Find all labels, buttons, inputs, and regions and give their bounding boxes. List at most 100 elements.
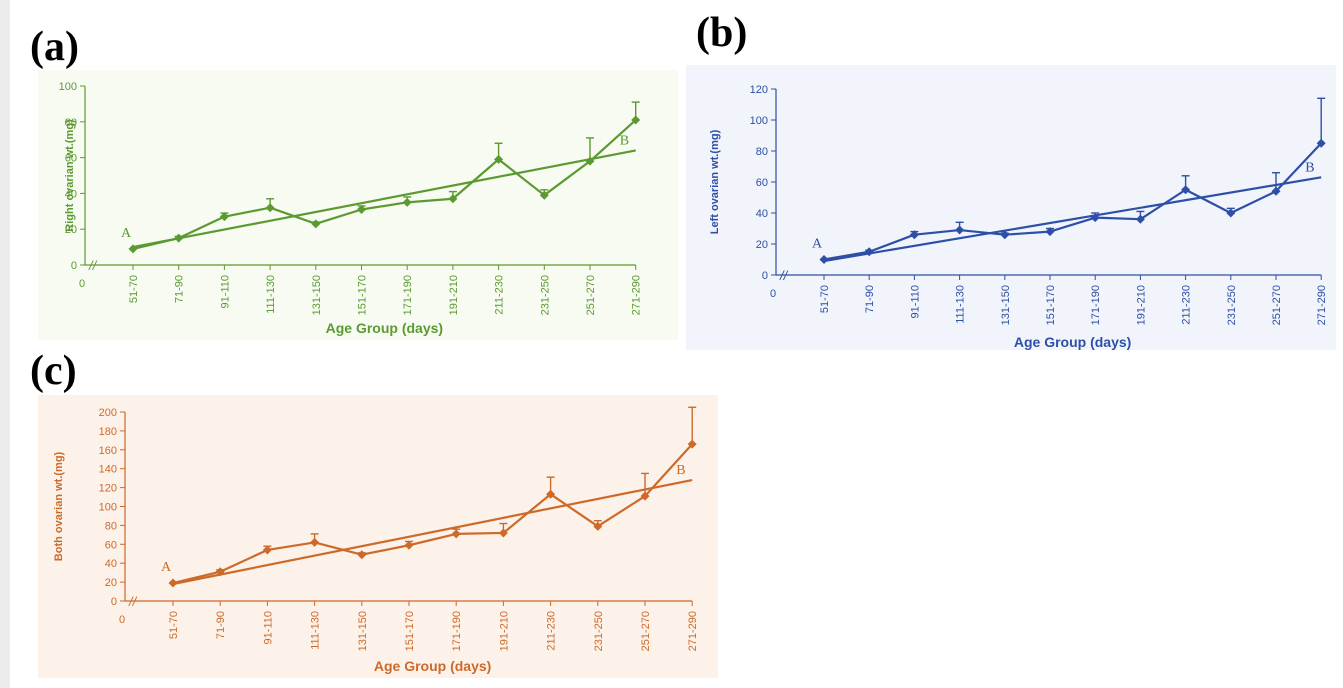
x-tick-label: 131-150 — [1000, 285, 1012, 325]
data-point — [219, 212, 229, 222]
x-tick-label: 211-230 — [1181, 285, 1193, 325]
x-tick-label: 231-250 — [1226, 285, 1238, 325]
data-point — [311, 219, 321, 229]
data-point — [864, 247, 874, 257]
series-line — [132, 119, 637, 250]
trend-line — [132, 149, 636, 249]
data-point — [585, 156, 595, 166]
data-point — [539, 190, 549, 200]
annotation-a: A — [161, 560, 172, 575]
x-tick-label: 91-110 — [219, 275, 231, 308]
y-tick-label: 0 — [71, 260, 77, 272]
data-point — [1271, 186, 1281, 196]
chart-panel-a: 0 20 40 60 80 100 51-70 71-90 91-110 111-130 131-1… — [38, 70, 678, 340]
data-point — [402, 197, 412, 207]
chart-background — [38, 70, 678, 340]
x-tick-label: 211-230 — [494, 275, 506, 315]
annotation-b: B — [676, 463, 685, 478]
y-tick-label: 60 — [65, 153, 77, 165]
x-tick-label: 111-130 — [955, 285, 967, 324]
y-tick-label: 0 — [762, 270, 768, 282]
x-tick-label: 71-90 — [864, 285, 876, 313]
y-tick-label: 200 — [99, 407, 117, 419]
x-tick-label: 91-110 — [262, 611, 274, 644]
y-tick-label: 140 — [99, 464, 117, 476]
y-tick-label: 80 — [756, 146, 768, 158]
x-tick-label: 171-190 — [402, 275, 414, 315]
series-line — [823, 142, 1323, 261]
y-tick-label: 80 — [65, 117, 77, 129]
y-tick-label: 20 — [65, 224, 77, 236]
figure-page: (a) (b) (c) 0 20 40 60 80 100 51-70 71-90 91-110… — [10, 0, 1343, 688]
y-axis-title: Left ovarian wt.(mg) — [709, 129, 721, 234]
data-point — [1090, 213, 1100, 223]
data-point — [640, 491, 650, 501]
data-point — [215, 567, 225, 577]
y-tick-label: 0 — [111, 596, 117, 608]
x-tick-label: 151-170 — [357, 275, 369, 315]
chart-background — [686, 65, 1336, 350]
data-point — [631, 115, 641, 125]
trend-line — [823, 176, 1322, 263]
x-tick-label: 131-150 — [311, 275, 323, 315]
y-tick-label: 120 — [750, 84, 768, 96]
x-tick-label: 51-70 — [168, 611, 180, 639]
x-tick-label: 251-270 — [1271, 285, 1283, 325]
y-axis-title: Both ovarian wt.(mg) — [53, 451, 65, 561]
data-point — [1000, 230, 1010, 240]
data-point — [404, 540, 414, 550]
chart-b: 0 20 40 60 80 100 120 51-70 71-90 91-110 111-130 13… — [686, 65, 1336, 350]
y-tick-label: 40 — [756, 208, 768, 220]
y-tick-label: 160 — [99, 445, 117, 457]
y-tick-label: 100 — [59, 81, 77, 93]
annotation-a: A — [812, 237, 823, 252]
data-point — [546, 489, 556, 499]
series-line — [172, 443, 694, 585]
data-point — [498, 528, 508, 538]
data-point — [357, 205, 366, 215]
x-tick-label: 211-230 — [546, 611, 558, 651]
data-point — [1316, 138, 1326, 148]
annotation-b: B — [620, 133, 629, 148]
y-tick-label: 180 — [99, 426, 117, 438]
axis-break: // — [88, 258, 98, 273]
panel-label-a: (a) — [30, 24, 79, 70]
y-tick-label: 20 — [105, 577, 117, 589]
x-tick-label: 191-210 — [498, 611, 510, 651]
annotation-b: B — [1305, 160, 1314, 175]
data-point — [357, 550, 367, 560]
data-point — [593, 521, 603, 531]
axis-break: // — [128, 594, 138, 609]
data-point — [448, 194, 458, 204]
data-point — [1135, 214, 1145, 224]
x-tick-label: 191-210 — [1135, 285, 1147, 325]
x-origin-label: 0 — [119, 614, 125, 626]
data-point — [310, 537, 320, 547]
data-point — [687, 439, 697, 449]
y-tick-label: 40 — [105, 558, 117, 570]
x-tick-label: 231-250 — [539, 275, 551, 315]
y-tick-label: 60 — [756, 177, 768, 189]
x-tick-label: 51-70 — [128, 275, 140, 303]
x-tick-label: 51-70 — [819, 285, 831, 313]
x-axis-title: Age Group (days) — [374, 658, 491, 674]
y-tick-label: 100 — [750, 115, 768, 127]
data-point — [174, 233, 184, 243]
y-tick-label: 80 — [105, 520, 117, 532]
x-tick-label: 251-270 — [585, 275, 597, 315]
x-tick-label: 111-130 — [265, 275, 277, 314]
data-point — [128, 244, 138, 254]
annotation-a: A — [121, 226, 132, 241]
data-point — [168, 578, 178, 588]
x-tick-label: 111-130 — [310, 611, 322, 650]
chart-panel-c: 0 20 40 60 80 100 120 140 160 180 200 51-70 71-90 91-… — [38, 395, 718, 678]
y-tick-label: 20 — [756, 239, 768, 251]
chart-c: 0 20 40 60 80 100 120 140 160 180 200 51-70 71-90 91-… — [38, 395, 718, 678]
x-tick-label: 151-170 — [404, 611, 416, 651]
data-point — [1226, 208, 1236, 218]
data-point — [1181, 185, 1191, 195]
x-tick-label: 171-190 — [451, 611, 463, 651]
trend-line — [172, 478, 693, 586]
x-tick-label: 71-90 — [215, 611, 227, 639]
y-tick-label: 40 — [65, 188, 77, 200]
